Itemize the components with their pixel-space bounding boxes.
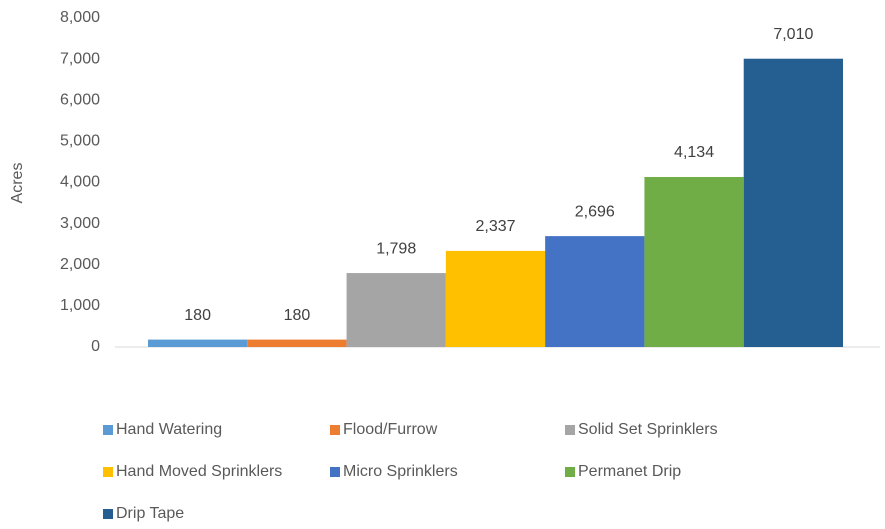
y-tick-label: 2,000 [60,256,100,273]
legend-swatch [103,509,113,519]
bar [148,339,248,347]
y-tick-label: 3,000 [60,215,100,232]
legend-label: Permanet Drip [578,463,681,480]
legend-label: Hand Moved Sprinklers [116,463,282,480]
y-tick-label: 8,000 [60,9,100,26]
data-label: 7,010 [773,26,813,43]
y-tick-label: 4,000 [60,174,100,191]
data-label: 2,696 [575,203,615,220]
bar [445,250,546,347]
y-tick-label: 6,000 [60,91,100,108]
bar [545,236,645,347]
data-label: 1,798 [376,240,416,257]
legend-label: Flood/Furrow [343,421,438,438]
y-tick-label: 1,000 [60,297,100,314]
data-label: 180 [184,307,211,324]
data-label: 2,337 [475,218,515,235]
legend-label: Hand Watering [116,421,222,438]
data-label: 4,134 [674,144,714,161]
legend-swatch [103,425,113,435]
legend-label: Micro Sprinklers [343,463,458,480]
y-tick-label: 0 [91,338,100,355]
data-label: 180 [284,307,311,324]
bar [346,273,446,347]
legend-swatch [565,425,575,435]
legend-swatch [103,467,113,477]
bar [247,339,347,347]
bar [644,176,744,347]
legend-label: Solid Set Sprinklers [578,421,718,438]
legend-swatch [565,467,575,477]
legend-label: Drip Tape [116,505,184,522]
legend-swatch [330,467,340,477]
y-tick-label: 7,000 [60,50,100,67]
y-axis-title: Acres [9,163,26,204]
legend-swatch [330,425,340,435]
y-tick-label: 5,000 [60,133,100,150]
bar [743,58,843,348]
